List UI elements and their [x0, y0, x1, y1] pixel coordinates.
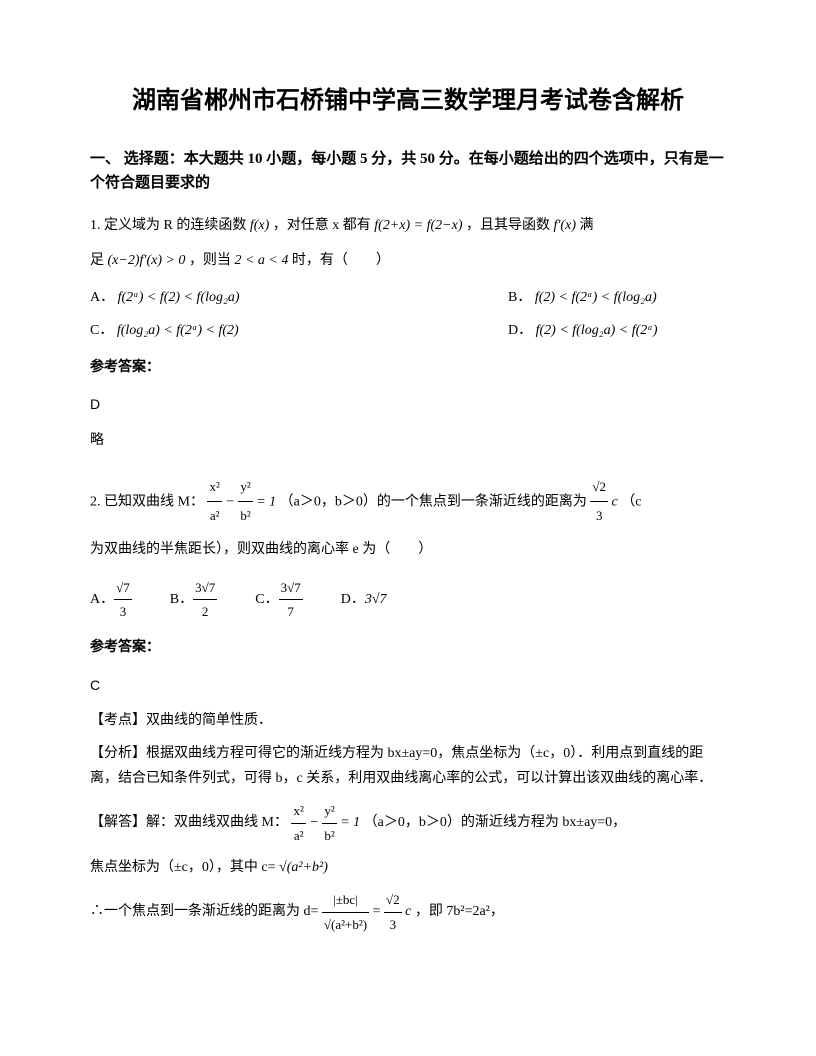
q2-jieda-rhs-c: c: [405, 905, 411, 920]
q1-answer: D: [90, 392, 726, 417]
q2-kaodian-text: 双曲线的简单性质．: [146, 713, 272, 728]
q1-line2-text-3: 时，有（ ）: [292, 253, 390, 268]
q2-jieda-text-2: （a＞0，b＞0）的渐近线方程为 bx±ay=0，: [364, 816, 627, 831]
q1-optD-formula: f(2) < f(log₂a) < f(2ᵃ): [536, 323, 658, 338]
q2-text-1: 2. 已知双曲线 M：: [90, 494, 204, 509]
q2-jieda-line2-text: 焦点坐标为（±c，0），其中 c=: [90, 860, 276, 875]
q1-optA-formula: f(2ᵃ) < f(2) < f(log₂a): [118, 290, 240, 305]
q2-jieda-line2: 焦点坐标为（±c，0），其中 c= √(a²+b²): [90, 855, 726, 880]
q1-formula-deriv: f′(x): [553, 218, 576, 233]
q2-jieda-eq: x²a²: [291, 799, 305, 847]
q2-answer-label: 参考答案：: [90, 635, 726, 660]
q2-jieda-text-1: 解：双曲线双曲线 M：: [146, 816, 288, 831]
section-heading: 一、 选择题：本大题共 10 小题，每小题 5 分，共 50 分。在每小题给出的…: [90, 147, 726, 195]
q2-stem-line2: 为双曲线的半焦距长），则双曲线的离心率 e 为（ ）: [90, 535, 726, 566]
q1-optC-label: C．: [90, 323, 113, 338]
q2-text-2: （a＞0，b＞0）的一个焦点到一条渐近线的距离为: [280, 494, 587, 509]
q2-fenxi-label: 【分析】: [90, 746, 146, 761]
q2-optA-frac: √7 3: [114, 576, 132, 624]
q2-jieda-d-frac: |±bc| √(a²+b²): [322, 888, 369, 936]
q1-text-4: 满: [579, 218, 593, 233]
q2-optC-frac: 3√7 7: [279, 576, 303, 624]
q2-jieda-line3: ∴一个焦点到一条渐近线的距离为 d= |±bc| √(a²+b²) = √2 3…: [90, 888, 726, 936]
q1-text-3: ，且其导函数: [466, 218, 550, 233]
q2-jieda-minus: −: [309, 816, 322, 831]
q2-text-3: （c: [621, 494, 641, 509]
q1-optA-label: A．: [90, 290, 114, 305]
q1-line2-text-1: 足: [90, 253, 104, 268]
q1-options-row-2: C． f(log₂a) < f(2ᵃ) < f(2) D． f(2) < f(l…: [90, 318, 726, 343]
q1-answer-label: 参考答案：: [90, 355, 726, 380]
q2-options: A． √7 3 B． 3√7 2 C． 3√7 7 D． 3√7: [90, 576, 726, 624]
q2-optB-frac: 3√7 2: [193, 576, 217, 624]
q2-answer: C: [90, 673, 726, 698]
q2-jieda-eq1: = 1: [340, 816, 360, 831]
q1-formula-fx: f(x): [250, 218, 269, 233]
q2-fenxi: 【分析】根据双曲线方程可得它的渐近线方程为 bx±ay=0，焦点坐标为（±c，0…: [90, 741, 726, 791]
q2-jieda-eq-2: y²b²: [322, 799, 336, 847]
q1-options-row-1: A． f(2ᵃ) < f(2) < f(log₂a) B． f(2) < f(2…: [90, 285, 726, 310]
q1-line2-text-2: ，则当: [189, 253, 231, 268]
q1-formula-sym: f(2+x) = f(2−x): [374, 218, 462, 233]
q1-brief: 略: [90, 428, 726, 453]
q2-jieda-c-formula: √(a²+b²): [279, 860, 328, 875]
q2-formula-eq-2: y²b²: [238, 473, 252, 531]
q2-jieda-rhs-frac: √2 3: [384, 888, 402, 936]
q2-jieda-label: 【解答】: [90, 816, 146, 831]
q2-jieda-eq-sign: =: [373, 905, 381, 920]
q2-dist-frac: √23: [590, 473, 608, 531]
q1-stem-line1: 1. 定义域为 R 的连续函数 f(x) ，对任意 x 都有 f(2+x) = …: [90, 211, 726, 242]
q2-formula-eq: x²a²: [207, 473, 221, 531]
q2-jieda-line3-end: ，即 7b²=2a²，: [415, 905, 504, 920]
q2-fenxi-text: 根据双曲线方程可得它的渐近线方程为 bx±ay=0，焦点坐标为（±c，0）．利用…: [90, 746, 712, 786]
q2-jieda-line1: 【解答】解：双曲线双曲线 M： x²a² − y²b² = 1 （a＞0，b＞0…: [90, 799, 726, 847]
q1-stem-line2: 足 (x−2)f′(x) > 0 ，则当 2 < a < 4 时，有（ ）: [90, 246, 726, 277]
q1-formula-cond: (x−2)f′(x) > 0: [108, 253, 186, 268]
q2-optC-label: C．: [255, 587, 278, 612]
q1-formula-range: 2 < a < 4: [234, 253, 288, 268]
q2-optB-label: B．: [170, 587, 193, 612]
q1-text-2: ，对任意 x 都有: [273, 218, 371, 233]
q1-optB-formula: f(2) < f(2ᵃ) < f(log₂a): [535, 290, 657, 305]
q2-stem-line1: 2. 已知双曲线 M： x²a² − y²b² = 1 （a＞0，b＞0）的一个…: [90, 473, 726, 531]
q2-minus: −: [225, 494, 238, 509]
q1-optC-formula: f(log₂a) < f(2ᵃ) < f(2): [117, 323, 239, 338]
q2-kaodian: 【考点】双曲线的简单性质．: [90, 708, 726, 733]
page-title: 湖南省郴州市石桥铺中学高三数学理月考试卷含解析: [90, 80, 726, 123]
q2-kaodian-label: 【考点】: [90, 713, 146, 728]
q1-optD-label: D．: [508, 323, 532, 338]
q1-optB-label: B．: [508, 290, 531, 305]
q2-eq1: = 1: [256, 494, 276, 509]
q2-dist-c: c: [612, 494, 618, 509]
q2-optD-label: D．: [341, 587, 365, 612]
q2-optD-val: 3√7: [365, 587, 387, 612]
q2-jieda-line3-text: ∴一个焦点到一条渐近线的距离为 d=: [90, 905, 318, 920]
q2-optA-label: A．: [90, 587, 114, 612]
q1-text-1: 1. 定义域为 R 的连续函数: [90, 218, 246, 233]
